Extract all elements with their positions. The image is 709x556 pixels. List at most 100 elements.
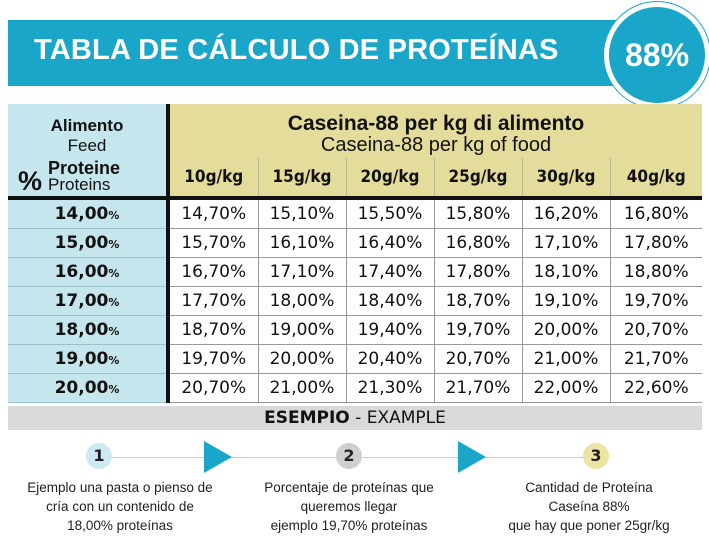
step-description: Ejemplo una pasta o pienso de cría con un… <box>0 478 240 535</box>
row-label-value: 18,00 <box>54 320 109 340</box>
table-cell: 17,40% <box>345 257 434 287</box>
column-header: 10g/kg <box>170 158 258 196</box>
table-cell: 20,40% <box>345 344 434 374</box>
protein-label-en: Proteins <box>48 175 111 194</box>
table-row: 20,00% 20,70% 21,00% 21,30% 21,70% 22,00% 22,6… <box>8 373 702 403</box>
step-description-line: Caseína 88% <box>548 499 630 514</box>
row-divider <box>166 257 170 287</box>
table-cell: 15,80% <box>433 200 522 229</box>
table-cell: 20,00% <box>257 344 346 374</box>
table-cell: 16,80% <box>433 228 522 258</box>
row-label-unit: % <box>108 209 120 222</box>
row-label: 15,00% <box>8 228 166 258</box>
row-divider <box>166 373 170 403</box>
table-cell: 19,00% <box>257 315 346 345</box>
row-label-value: 19,00 <box>54 349 109 369</box>
row-label-value: 15,00 <box>54 233 109 253</box>
step-description: Cantidad de Proteína Caseína 88% que hay q… <box>469 478 709 535</box>
step-description-line: cría con un contenido de <box>46 499 194 514</box>
table-cell: 18,70% <box>170 315 258 345</box>
table-row: 18,00% 18,70% 19,00% 19,40% 19,70% 20,00% 20,7… <box>8 315 702 345</box>
table-cell: 19,70% <box>170 344 258 374</box>
step-description-line: ejemplo 19,70% proteínas <box>270 518 428 533</box>
column-header: 25g/kg <box>433 158 522 196</box>
table-cell: 20,70% <box>433 344 522 374</box>
row-label: 19,00% <box>8 344 166 374</box>
table-row: 15,00% 15,70% 16,10% 16,40% 16,80% 17,10% 17,8… <box>8 228 702 258</box>
table-cell: 16,80% <box>609 200 702 229</box>
table-cell: 17,70% <box>170 286 258 316</box>
example-label-rest: - EXAMPLE <box>349 408 446 428</box>
table-cell: 15,50% <box>345 200 434 229</box>
badge-text: 88% <box>624 37 690 73</box>
column-header: 30g/kg <box>521 158 610 196</box>
table-cell: 18,40% <box>345 286 434 316</box>
row-label: 17,00% <box>8 286 166 316</box>
title-banner <box>8 20 628 86</box>
table-cell: 15,70% <box>170 228 258 258</box>
table-cell: 18,70% <box>433 286 522 316</box>
step-description-line: 18,00% proteínas <box>67 518 173 533</box>
row-header-label: Alimento Feed % Proteine Proteins <box>8 104 166 196</box>
row-label-unit: % <box>108 296 120 309</box>
table-cell: 16,40% <box>345 228 434 258</box>
step-number-badge: 3 <box>583 443 609 469</box>
row-label-unit: % <box>108 383 120 396</box>
protein-table: Alimento Feed % Proteine Proteins Casein… <box>8 104 702 403</box>
table-row: 14,00% 14,70% 15,10% 15,50% 15,80% 16,20% 16,8… <box>8 200 702 229</box>
table-cell: 18,00% <box>257 286 346 316</box>
table-cell: 16,20% <box>521 200 610 229</box>
table-cell: 17,10% <box>257 257 346 287</box>
step-description-line: que hay que poner 25gr/kg <box>508 518 670 533</box>
row-label-unit: % <box>108 238 120 251</box>
column-header: 15g/kg <box>257 158 346 196</box>
column-group-header: Caseina-88 per kg di alimento Caseina-88… <box>170 104 702 158</box>
column-header: 20g/kg <box>345 158 434 196</box>
row-label-value: 14,00 <box>54 204 109 224</box>
table-cell: 21,00% <box>257 373 346 403</box>
feed-label-es: Alimento <box>50 116 124 135</box>
arrow-right-icon <box>458 441 486 473</box>
feed-label-en: Feed <box>67 136 107 155</box>
table-cell: 18,80% <box>609 257 702 287</box>
table-cell: 15,10% <box>257 200 346 229</box>
step-number-badge: 2 <box>336 443 362 469</box>
table-cell: 17,80% <box>433 257 522 287</box>
step-description: Porcentaje de proteínas que queremos lleg… <box>229 478 469 535</box>
table-cell: 19,70% <box>433 315 522 345</box>
table-cell: 16,70% <box>170 257 258 287</box>
row-label-value: 16,00 <box>54 262 109 282</box>
row-label-value: 20,00 <box>54 378 109 398</box>
step-number-badge: 1 <box>86 443 112 469</box>
example-label-bold: ESEMPIO <box>264 408 350 428</box>
page-title: TABLA DE CÁLCULO DE PROTEÍNAS <box>34 34 559 66</box>
table-cell: 21,00% <box>521 344 610 374</box>
row-divider <box>166 200 170 229</box>
table-row: 19,00% 19,70% 20,00% 20,40% 20,70% 21,00% 21,7… <box>8 344 702 374</box>
table-cell: 19,70% <box>609 286 702 316</box>
table-cell: 20,00% <box>521 315 610 345</box>
row-label-unit: % <box>108 354 120 367</box>
header-bottom-rule <box>8 196 702 200</box>
table-cell: 19,10% <box>521 286 610 316</box>
row-divider <box>166 228 170 258</box>
table-cell: 21,70% <box>433 373 522 403</box>
table-cell: 18,10% <box>521 257 610 287</box>
table-row: 17,00% 17,70% 18,00% 18,40% 18,70% 19,10% 19,7… <box>8 286 702 316</box>
table-cell: 21,30% <box>345 373 434 403</box>
row-label-value: 17,00 <box>54 291 109 311</box>
column-group-title: Caseina-88 per kg di alimento <box>287 111 585 135</box>
row-label-unit: % <box>108 267 120 280</box>
header-divider <box>166 104 170 196</box>
row-label: 16,00% <box>8 257 166 287</box>
table-cell: 17,80% <box>609 228 702 258</box>
column-group-subtitle: Caseina-88 per kg of food <box>320 133 552 156</box>
row-label: 18,00% <box>8 315 166 345</box>
step-description-line: Porcentaje de proteínas que <box>264 480 434 495</box>
table-cell: 17,10% <box>521 228 610 258</box>
table-cell: 22,00% <box>521 373 610 403</box>
percent-symbol: % <box>18 166 43 196</box>
row-label-unit: % <box>108 325 120 338</box>
table-cell: 16,10% <box>257 228 346 258</box>
row-label: 14,00% <box>8 200 166 229</box>
